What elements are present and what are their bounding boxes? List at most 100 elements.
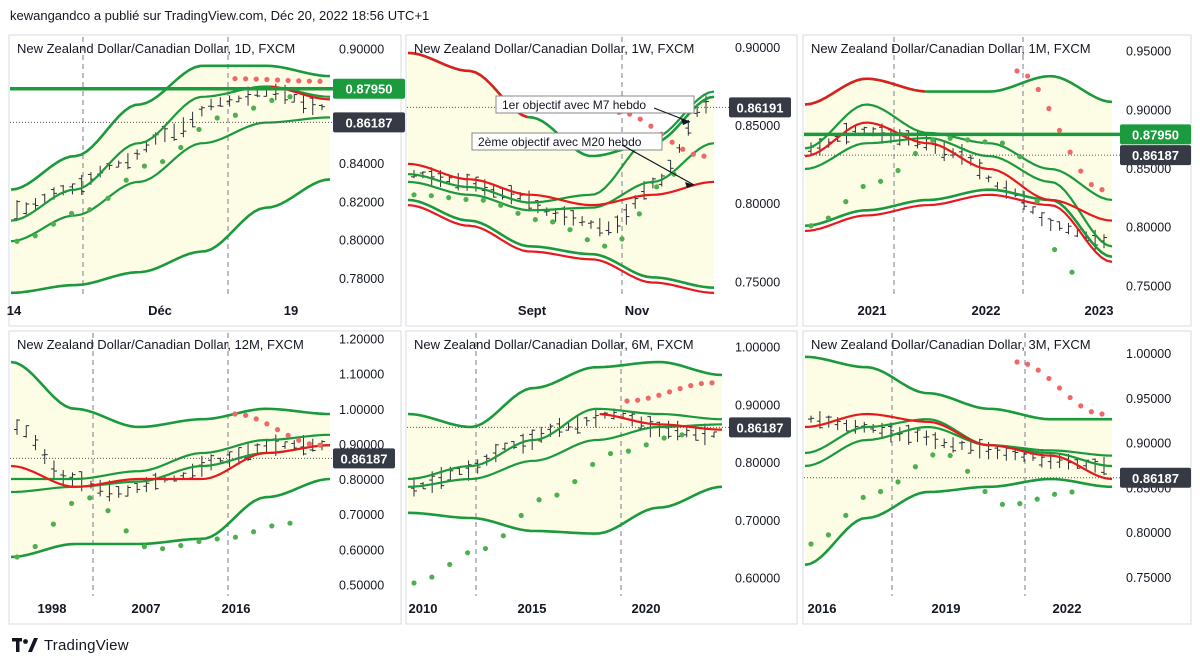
y-axis-tick-label: 0.85000 [735,119,780,133]
sar-dot-green [463,196,469,203]
sar-dot-green [860,494,866,501]
sar-dot-green [808,223,814,229]
sar-dot-green [607,450,614,457]
x-axis-tick-label: 2010 [409,601,438,616]
sar-dot-green [808,541,814,547]
annotation-text: 1er objectif avec M7 hebdo [502,98,646,112]
sar-dot-red [688,383,694,389]
sar-dot-green [965,468,971,474]
sar-dot-red [1088,409,1094,415]
bollinger-lower-red-line [804,193,1113,263]
sar-dot-green [518,512,524,519]
sar-dot-red [690,151,696,157]
annotation-box [495,95,695,114]
sar-dot-red [1046,105,1052,112]
sar-dot-red [680,146,686,152]
sar-dot-green [87,207,93,213]
sar-dot-green [196,126,202,133]
sar-dot-green [251,529,257,535]
bollinger-lower-line [804,188,1113,258]
y-axis-tick-label: 0.85000 [1126,162,1171,176]
bollinger-upper-line [804,355,1112,421]
sar-dot-red [253,416,259,422]
x-axis-tick-label: 2007 [132,601,161,616]
sar-dot-green [982,139,988,145]
y-axis-tick-label: 0.70000 [339,508,384,522]
x-axis-tick-label: Sept [518,303,547,318]
moving-average-green-slow-line [804,425,1113,468]
chart-panel[interactable]: New Zealand Dollar/Canadian Dollar, 3M, … [802,330,1192,625]
price-badge [729,417,791,438]
price-badge-label: 0.86187 [737,420,784,435]
sar-dot-green [602,243,608,249]
bollinger-lower-line [407,485,723,535]
sar-dot-green [69,500,75,507]
y-axis-tick-label: 0.80000 [1126,221,1171,235]
moving-average-green-line [804,418,1113,468]
sar-dot-red [637,116,643,122]
sar-dot-green [287,94,293,100]
sar-dot-green [1017,501,1023,507]
y-axis-tick-label: 1.00000 [735,341,780,355]
chart-panel[interactable]: New Zealand Dollar/Canadian Dollar, 12M,… [8,330,402,625]
bollinger-lower-red-line [407,204,715,294]
sar-dot-red [701,153,707,159]
sar-dot-green [446,195,452,201]
chart-panel[interactable]: New Zealand Dollar/Canadian Dollar, 1W, … [405,34,798,327]
sar-dot-red [1067,394,1073,401]
sar-dot-red [296,78,302,84]
x-axis-tick-label: 2016 [222,601,251,616]
y-axis-tick-label: 1.00000 [339,403,384,417]
sar-dot-green [429,574,435,580]
tradingview-footer[interactable]: TradingView [12,634,129,656]
sar-dot-red [698,380,704,387]
moving-average-green-slow-line [10,116,331,243]
sar-dot-red [1046,375,1052,382]
y-axis-tick-label: 0.95000 [1126,45,1171,59]
chart-panel[interactable]: New Zealand Dollar/Canadian Dollar, 6M, … [405,330,798,625]
sar-dot-green [661,435,667,441]
y-axis-tick-label: 1.10000 [339,368,384,382]
price-badge-label: 0.87950 [346,82,393,97]
x-axis-tick-label: Nov [625,303,650,318]
sar-dot-red [1078,168,1084,174]
y-axis-tick-label: 0.60000 [735,572,780,586]
bollinger-upper-red-line [804,77,925,106]
sar-dot-red [1025,73,1031,79]
sar-dot-green [214,536,220,542]
y-axis-tick-label: 0.95000 [1126,392,1171,406]
sar-dot-green [679,432,685,438]
sar-dot-red [317,78,323,84]
price-badge [333,112,405,133]
chart-panel[interactable]: New Zealand Dollar/Canadian Dollar, 1M, … [802,34,1192,327]
sar-dot-green [1052,491,1058,497]
sar-dot-green [178,144,184,151]
sar-dot-green [878,488,884,495]
sar-dot-green [500,533,506,539]
sar-dot-green [947,452,953,459]
sar-dot-red [624,398,630,404]
chart-title: New Zealand Dollar/Canadian Dollar, 12M,… [17,337,304,352]
x-axis-tick-label: 2015 [518,601,547,616]
x-axis-tick-label: 14 [7,303,22,318]
sar-dot-green [232,112,238,118]
y-axis-tick-label: 1.20000 [339,333,384,347]
sar-dot-green [860,183,866,190]
x-axis-tick-label: 2023 [1085,303,1114,318]
chart-title: New Zealand Dollar/Canadian Dollar, 1M, … [811,41,1091,56]
chart-panel[interactable]: New Zealand Dollar/Canadian Dollar, 1D, … [7,34,405,327]
sar-dot-red [656,392,662,398]
sar-dot-green [428,193,434,199]
tradingview-logo-icon [12,638,38,652]
y-axis-tick-label: 0.75000 [1126,571,1171,585]
chart-title: New Zealand Dollar/Canadian Dollar, 1W, … [414,41,694,56]
moving-average-green-slow-line [407,142,715,212]
price-badge-label: 0.86187 [1132,148,1179,163]
y-axis-tick-label: 0.84000 [339,157,384,171]
x-axis-tick-label: 2022 [972,303,1001,318]
y-axis-tick-label: 0.82000 [339,195,384,209]
price-badge [1120,145,1191,166]
sar-dot-green [825,215,832,221]
sar-dot-green [69,210,75,217]
x-axis-tick-label: 2022 [1053,601,1082,616]
